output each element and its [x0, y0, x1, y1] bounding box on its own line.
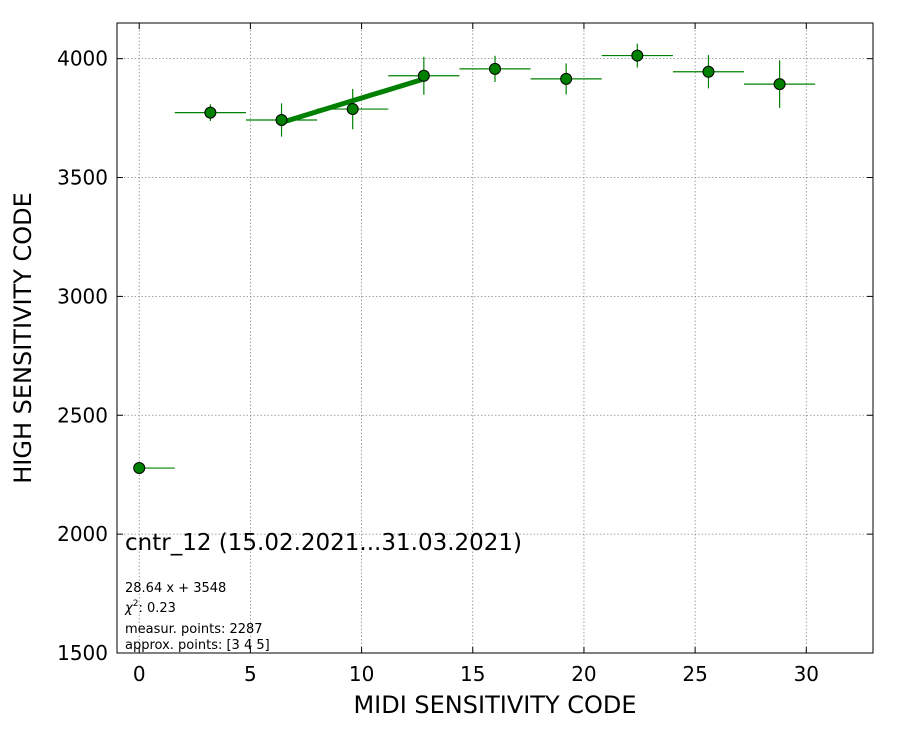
data-point: [773, 78, 786, 91]
measur-points: measur. points: 2287: [125, 622, 263, 637]
data-layer: [133, 43, 816, 475]
chi2-exponent: 2: [133, 599, 139, 609]
y-tick-label: 2500: [57, 403, 108, 427]
y-tick-label: 4000: [57, 47, 108, 71]
fit-equation: 28.64 x + 3548: [125, 581, 226, 596]
chi2-symbol: χ: [124, 601, 134, 616]
x-tick-label: 0: [133, 662, 146, 686]
x-tick-label: 20: [571, 662, 596, 686]
y-axis-label: HIGH SENSITIVITY CODE: [9, 192, 37, 484]
plot-background: [117, 23, 873, 653]
x-tick-label: 10: [349, 662, 374, 686]
x-tick-label: 30: [794, 662, 819, 686]
y-tick-label: 3000: [57, 284, 108, 308]
data-point: [133, 462, 146, 475]
chart-annotation-title: cntr_12 (15.02.2021...31.03.2021): [125, 530, 522, 556]
chi2-number: : 0.23: [138, 601, 175, 616]
plot-frame: [116, 22, 874, 654]
data-point: [560, 72, 573, 85]
y-tick-label: 2000: [57, 522, 108, 546]
fit-line: [280, 76, 425, 125]
data-point: [417, 69, 430, 82]
data-point: [702, 65, 715, 78]
x-tick-label: 5: [244, 662, 257, 686]
y-tick-label: 3500: [57, 166, 108, 190]
data-point: [275, 113, 288, 126]
x-tick-label: 25: [682, 662, 707, 686]
approx-points: approx. points: [3 4 5]: [125, 638, 270, 653]
data-point: [346, 103, 359, 116]
x-tick-label: 15: [460, 662, 485, 686]
data-point: [204, 106, 217, 119]
data-point: [489, 62, 501, 75]
ticks: 0 5 10 15 20 25 30 1500 2000 2500 3000 3500 4000: [57, 23, 873, 686]
x-axis-label: MIDI SENSITIVITY CODE: [353, 691, 636, 719]
data-point: [631, 49, 644, 62]
chi2-value: χ2: 0.23: [124, 599, 176, 616]
y-tick-label: 1500: [57, 641, 108, 665]
